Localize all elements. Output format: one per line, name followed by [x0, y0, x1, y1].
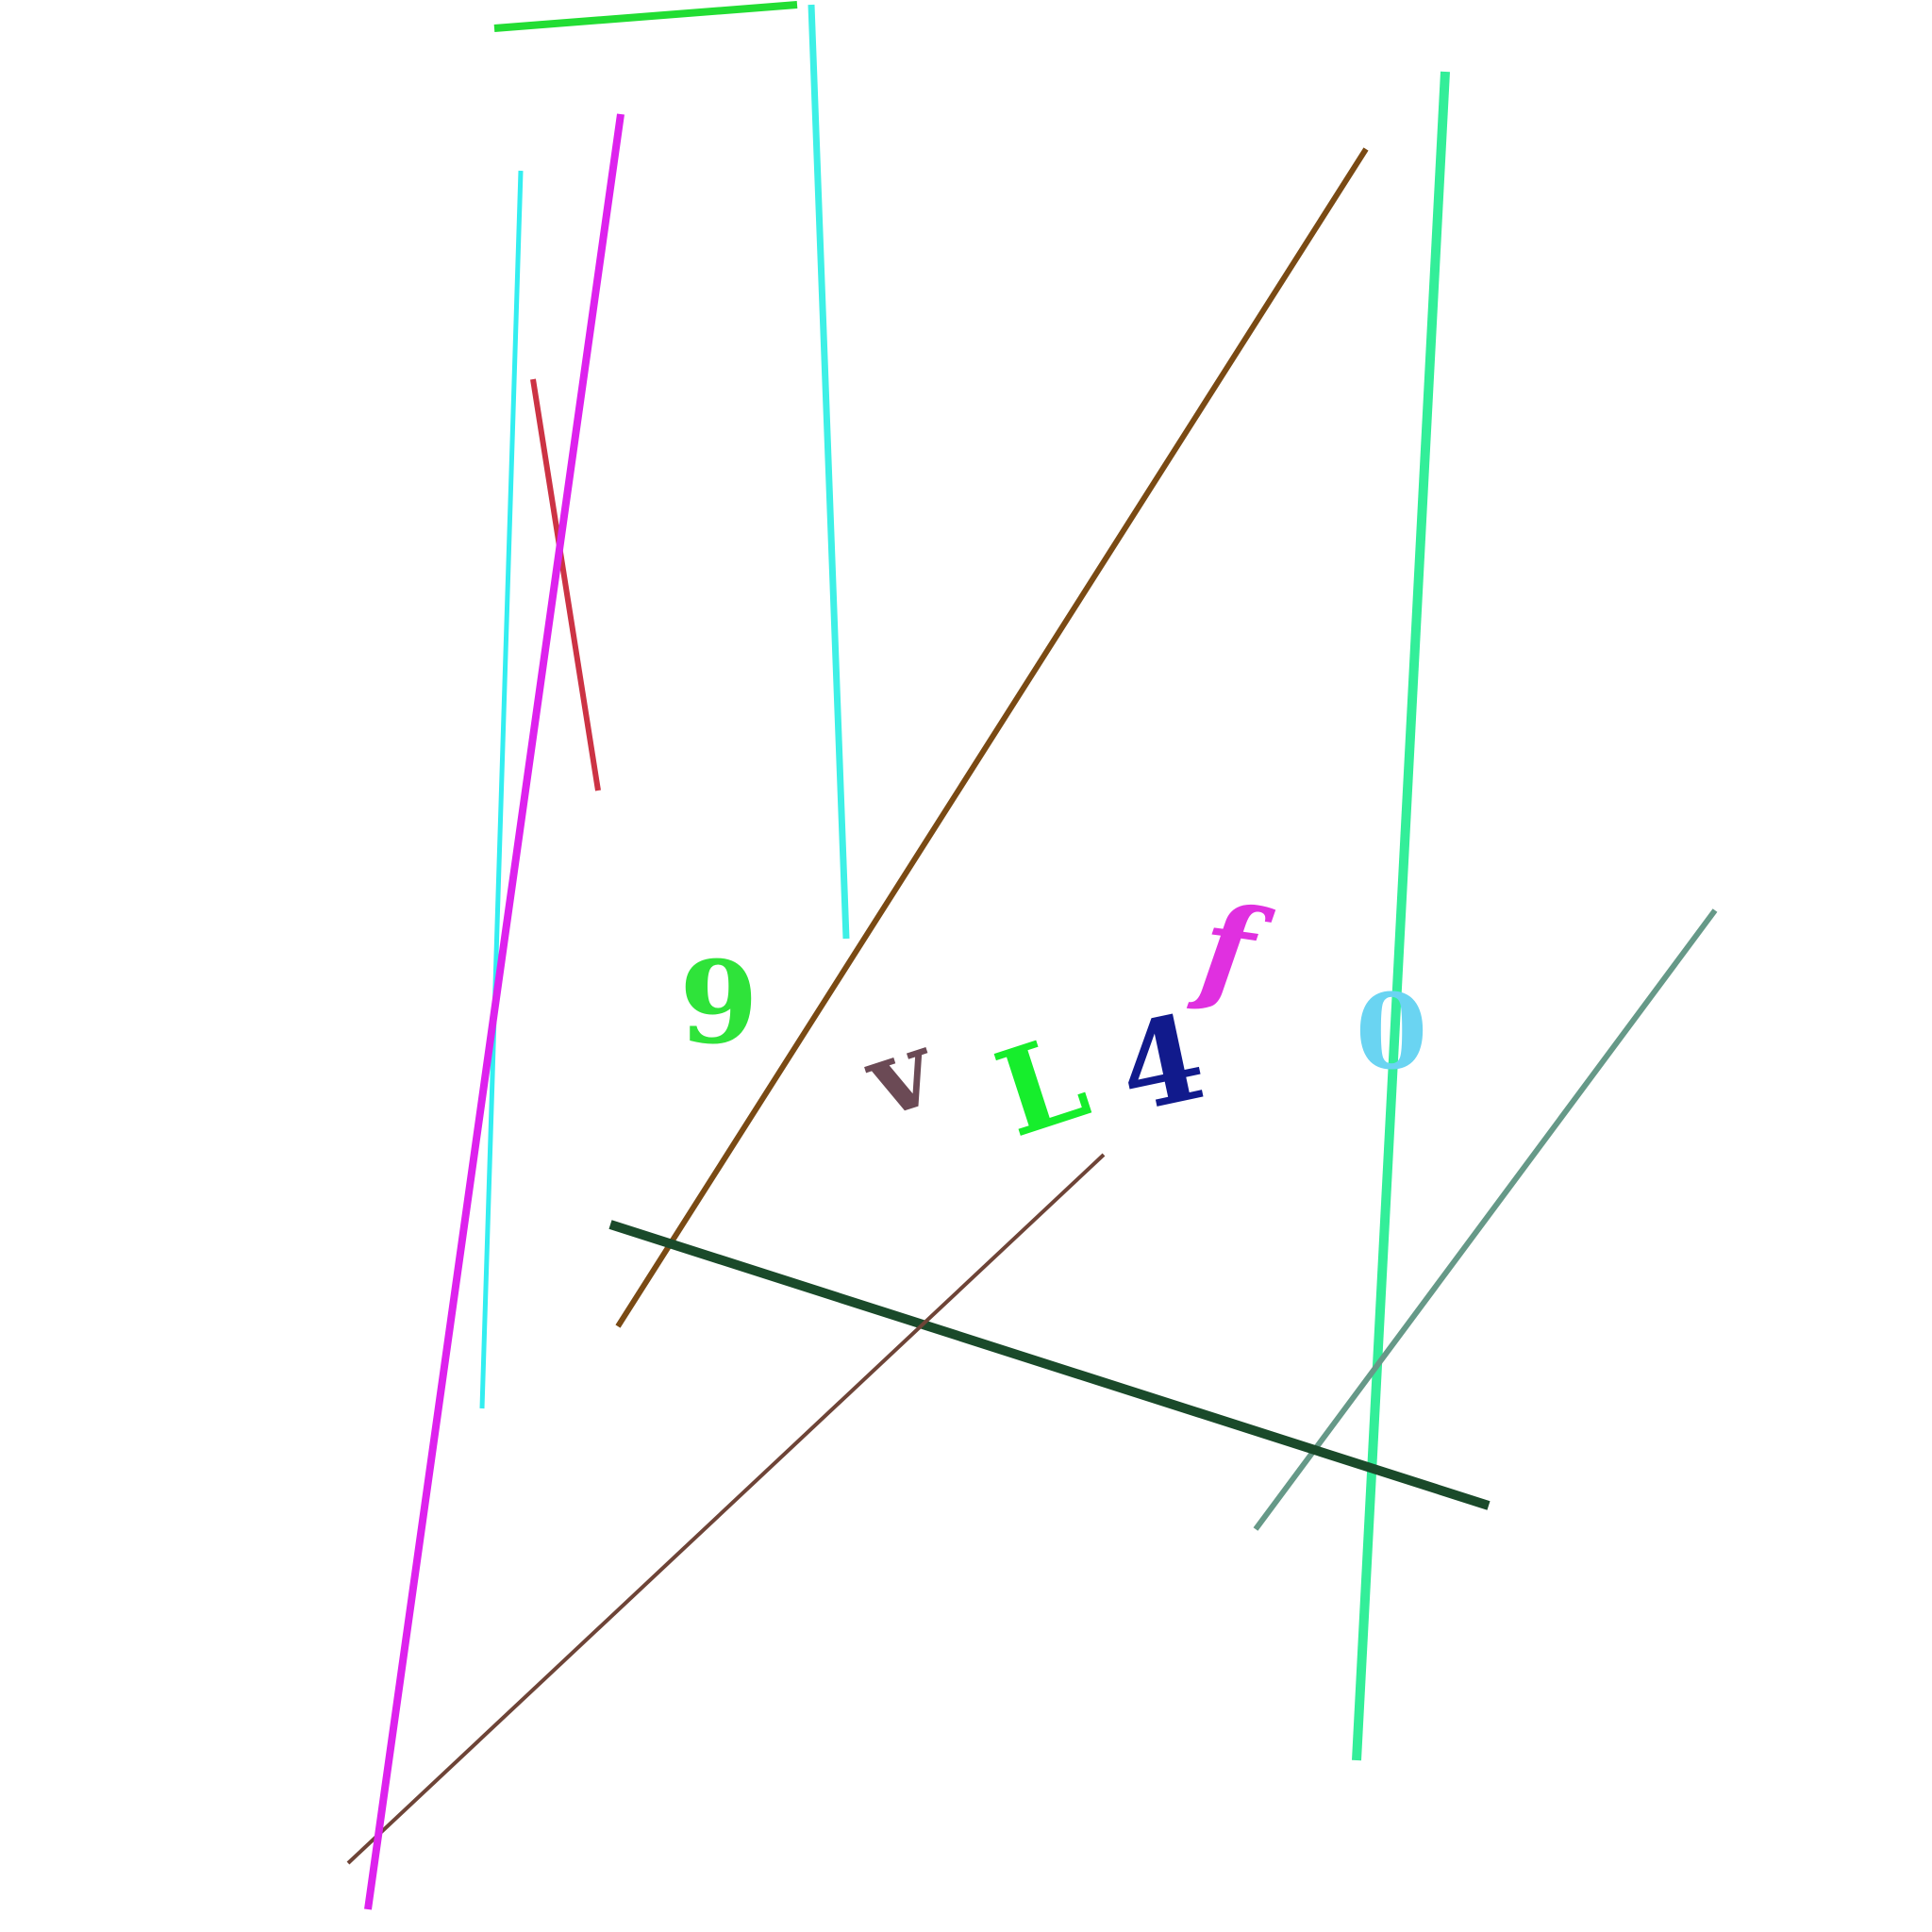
line-magenta	[364, 113, 625, 1910]
line-thin-brown	[346, 1153, 1106, 1865]
line-brown	[615, 147, 1369, 1328]
line-dark-green	[608, 1220, 1491, 1510]
line-layer	[346, 1, 1718, 1910]
line-red	[530, 378, 601, 791]
line-slate-teal	[1253, 908, 1718, 1531]
char-L: L	[981, 1008, 1103, 1164]
char-v: v	[851, 1006, 950, 1141]
line-green-top	[493, 1, 798, 32]
line-seafoam	[1352, 71, 1450, 1761]
line-cyan-b	[479, 170, 524, 1409]
character-layer: 9 v L 4 f 0	[679, 877, 1427, 1164]
line-cyan-a	[808, 4, 850, 940]
char-f: f	[1185, 877, 1279, 1024]
char-0: 0	[1356, 971, 1428, 1092]
char-9: 9	[679, 937, 758, 1070]
